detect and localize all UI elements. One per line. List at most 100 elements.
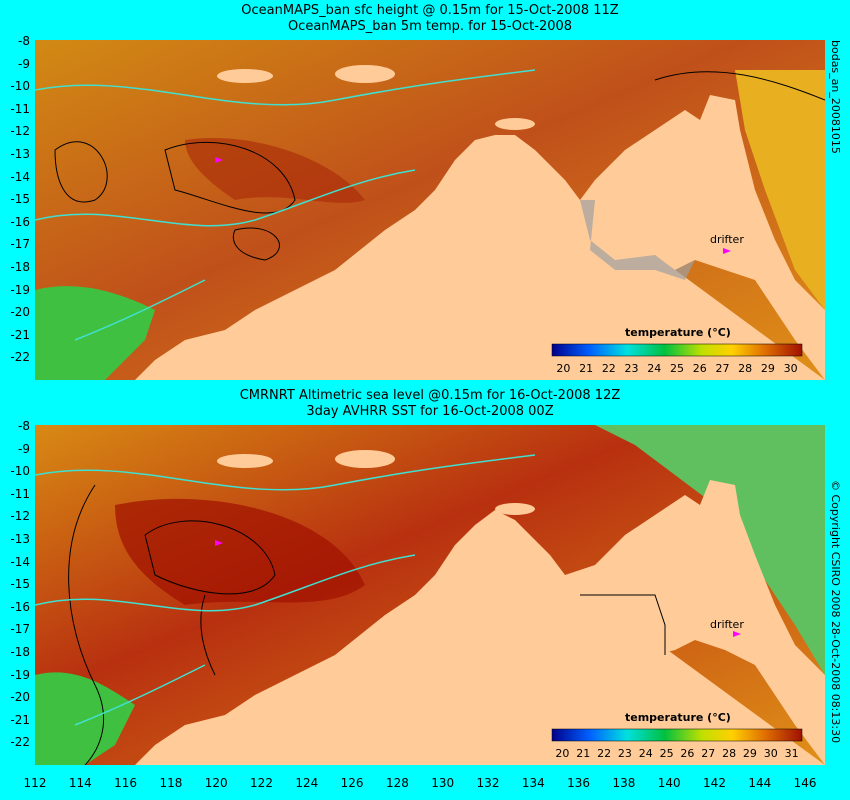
shelf-contour [74, 664, 206, 726]
colorbar-tick-label: 26 [680, 747, 694, 760]
colorbar-tick-label: 28 [738, 362, 752, 375]
contour-line [580, 594, 666, 655]
shelf-contour [35, 554, 416, 612]
island-timor-east [335, 65, 395, 83]
y-tick-label: -10 [10, 79, 30, 94]
colorbar-tick-label: 26 [693, 362, 707, 375]
x-tick-label: 126 [340, 776, 364, 790]
panel1-map: drifter temperature (°C) 20 21 22 23 24 25 26 2… [35, 40, 825, 380]
drifter-marker [215, 540, 223, 546]
y-tick-label: -16 [10, 214, 30, 229]
x-tick-label: 124 [295, 776, 319, 790]
y-tick-label: -8 [18, 419, 30, 433]
y-tick-label: -22 [10, 735, 30, 750]
x-tick-label: 122 [250, 776, 273, 790]
colorbar [551, 728, 803, 742]
x-tick-label: 146 [793, 776, 817, 790]
y-tick-label: -15 [10, 192, 30, 207]
y-tick-label: -16 [10, 599, 30, 614]
y-tick-label: -15 [10, 577, 30, 592]
island-timor [217, 454, 273, 468]
y-tick-label: -12 [10, 509, 30, 524]
y-tick-label: -18 [10, 260, 30, 274]
drifter-marker [733, 631, 741, 637]
colorbar-tick-label: 31 [785, 747, 799, 760]
colorbar-title: temperature (°C) [625, 326, 731, 339]
colorbar-tick-label: 27 [701, 747, 715, 760]
contour-line [200, 594, 216, 676]
x-tick-label: 112 [23, 776, 47, 790]
colorbar-tick-label: 24 [647, 362, 661, 375]
colorbar-tick-label: 25 [660, 747, 674, 760]
y-tick-label: -14 [10, 554, 30, 569]
y-tick-label: -20 [10, 305, 30, 320]
drifter-label: drifter [710, 233, 744, 246]
y-tick-label: -21 [10, 712, 30, 727]
colorbar-tick-label: 20 [556, 362, 570, 375]
drifter-marker [215, 157, 223, 163]
x-tick-label: 130 [431, 776, 455, 790]
colorbar-tick-label: 23 [618, 747, 632, 760]
y-tick-label: -14 [10, 169, 30, 184]
contour-line [144, 520, 276, 595]
island-melville [495, 503, 535, 515]
panel1-side-label: bodas_an_20081015 [829, 40, 842, 154]
panel2-side-label: © Copyright CSIRO 2008 28-Oct-2008 08:13… [829, 480, 842, 744]
australia-landmass [135, 480, 825, 765]
colorbar-ticks: 20 21 22 23 24 25 26 27 28 29 30 [556, 362, 797, 375]
australia-landmass [135, 95, 825, 380]
y-tick-label: -9 [18, 441, 30, 456]
y-tick-label: -11 [10, 101, 30, 116]
x-tick-label: 132 [476, 776, 500, 790]
island-melville [495, 118, 535, 130]
y-tick-label: -19 [10, 282, 30, 297]
y-tick-label: -11 [10, 486, 30, 501]
island-timor-east [335, 450, 395, 468]
x-tick-label: 120 [204, 776, 228, 790]
panel1-title-line2: OceanMAPS_ban 5m temp. for 15-Oct-2008 [287, 19, 573, 34]
colorbar-tick-label: 27 [715, 362, 729, 375]
contour-line [68, 484, 105, 765]
warm-core [115, 498, 365, 605]
colorbar-tick-label: 30 [784, 362, 798, 375]
colorbar-tick-label: 22 [602, 362, 616, 375]
x-tick-label: 138 [612, 776, 636, 790]
x-tick-label: 118 [159, 776, 183, 790]
y-tick-label: -21 [10, 327, 30, 342]
contour-line [232, 227, 280, 261]
warm-water-east [735, 70, 825, 310]
x-tick-label: 114 [68, 776, 92, 790]
y-tick-label: -9 [18, 56, 30, 71]
x-tick-label: 116 [114, 776, 138, 790]
panel2-title-line1: CMRNRT Altimetric sea level @0.15m for 1… [239, 388, 621, 403]
island-timor [217, 69, 273, 83]
colorbar [551, 343, 803, 357]
y-tick-label: -17 [10, 237, 30, 252]
y-tick-label: -17 [10, 622, 30, 637]
colorbar-tick-label: 21 [579, 362, 593, 375]
colorbar-tick-label: 29 [761, 362, 775, 375]
x-tick-label: 136 [567, 776, 591, 790]
shelf-contour [35, 454, 536, 491]
colorbar-title: temperature (°C) [625, 711, 731, 724]
y-tick-label: -19 [10, 667, 30, 682]
colorbar-tick-label: 24 [639, 747, 653, 760]
y-tick-label: -10 [10, 464, 30, 479]
x-tick-label: 140 [657, 776, 681, 790]
drifter-label: drifter [710, 618, 744, 631]
warm-core [185, 138, 365, 203]
x-tick-label: 134 [521, 776, 545, 790]
colorbar-tick-label: 21 [576, 747, 590, 760]
contour-line [654, 71, 825, 101]
colorbar-tick-label: 28 [722, 747, 736, 760]
drifter-marker [723, 248, 731, 254]
y-tick-label: -20 [10, 690, 30, 705]
y-tick-label: -12 [10, 124, 30, 139]
panel2-title-line2: 3day AVHRR SST for 16-Oct-2008 00Z [306, 404, 554, 419]
colorbar-tick-label: 20 [555, 747, 569, 760]
y-tick-label: -13 [10, 532, 30, 546]
colorbar-tick-label: 29 [743, 747, 757, 760]
x-tick-label: 142 [703, 776, 726, 790]
shelf-contour [35, 169, 416, 227]
y-tick-label: -22 [10, 350, 30, 365]
